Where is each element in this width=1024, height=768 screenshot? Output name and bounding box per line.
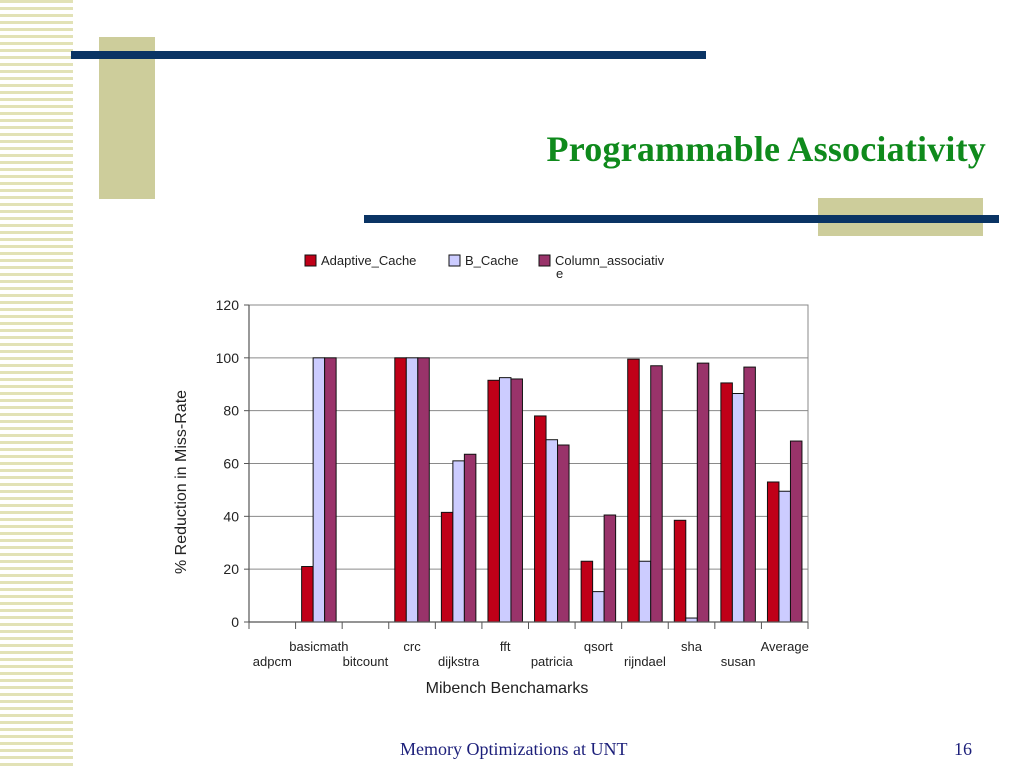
bar-dijkstra-Adaptive_Cache [440,511,454,623]
bar-basicmath-Column_associative [324,357,337,623]
x-tick-label: adpcm [253,654,292,669]
legend-label: e [556,266,563,281]
footer-text: Memory Optimizations at UNT [400,739,628,759]
bar-rijndael-Adaptive_Cache [627,358,640,623]
bar-basicmath-Adaptive_Cache [301,566,314,623]
page-number: 16 [954,739,972,759]
legend-label: Column_associativ [555,253,665,268]
x-tick-label: Average [761,639,809,654]
x-tick-label: basicmath [289,639,348,654]
x-tick-label: bitcount [343,654,389,669]
decorative-navy-bar-bottom [364,215,999,223]
x-tick-label: sha [681,639,703,654]
legend-label: Adaptive_Cache [321,253,416,268]
bar-qsort-Column_associative [603,514,617,623]
y-tick-label: 40 [223,508,239,524]
x-tick-label: qsort [584,639,613,654]
bar-susan-B_Cache [731,392,745,623]
bar-qsort-B_Cache [592,591,605,623]
bar-patricia-Column_associative [557,444,570,623]
y-axis-label: % Reduction in Miss-Rate [173,390,190,574]
decorative-stripes [0,0,73,768]
legend-swatch [304,254,317,267]
y-tick-labels: 0 20 40 60 80 100 120 [216,297,240,630]
chart-axes [244,304,809,629]
bar-qsort-Adaptive_Cache [580,560,594,623]
bar-crc-Adaptive_Cache [394,357,407,623]
bar-Average-Adaptive_Cache [766,481,780,623]
bar-Average-B_Cache [778,490,791,623]
legend-label: B_Cache [465,253,518,268]
legend-swatch [448,254,461,267]
y-tick-label: 60 [223,456,239,472]
bar-Average-Column_associative [789,440,803,623]
bar-crc-Column_associative [417,357,430,623]
bar-patricia-Adaptive_Cache [534,415,547,623]
y-tick-label: 0 [231,614,239,630]
bar-dijkstra-B_Cache [452,460,465,623]
bar-sha-Column_associative [696,362,710,623]
bar-dijkstra-Column_associative [463,453,477,623]
y-tick-label: 100 [216,350,240,366]
x-tick-label: susan [721,654,756,669]
bar-basicmath-B_Cache [312,357,326,623]
bar-rijndael-Column_associative [650,365,663,623]
chart-bars [301,357,803,623]
x-axis-label: Mibench Benchamarks [426,680,589,697]
x-tick-label: crc [403,639,421,654]
legend-swatch [538,254,551,267]
bar-susan-Adaptive_Cache [720,382,733,623]
bar-crc-B_Cache [405,357,419,623]
bar-patricia-B_Cache [545,439,559,623]
x-tick-label: dijkstra [438,654,480,669]
x-tick-label: fft [500,639,511,654]
bar-fft-B_Cache [498,377,512,623]
bar-sha-Adaptive_Cache [673,519,687,623]
y-tick-label: 80 [223,403,239,419]
slide-title: Programmable Associativity [546,129,986,169]
bar-susan-Column_associative [743,366,756,623]
bar-rijndael-B_Cache [638,560,652,623]
decorative-navy-bar-top [71,51,706,59]
bar-fft-Adaptive_Cache [487,379,500,623]
x-tick-label: patricia [531,654,574,669]
x-tick-label: rijndael [624,654,666,669]
bar-fft-Column_associative [510,378,523,623]
y-tick-label: 120 [216,297,240,313]
decorative-tan-block-top [99,37,155,199]
y-tick-label: 20 [223,561,239,577]
